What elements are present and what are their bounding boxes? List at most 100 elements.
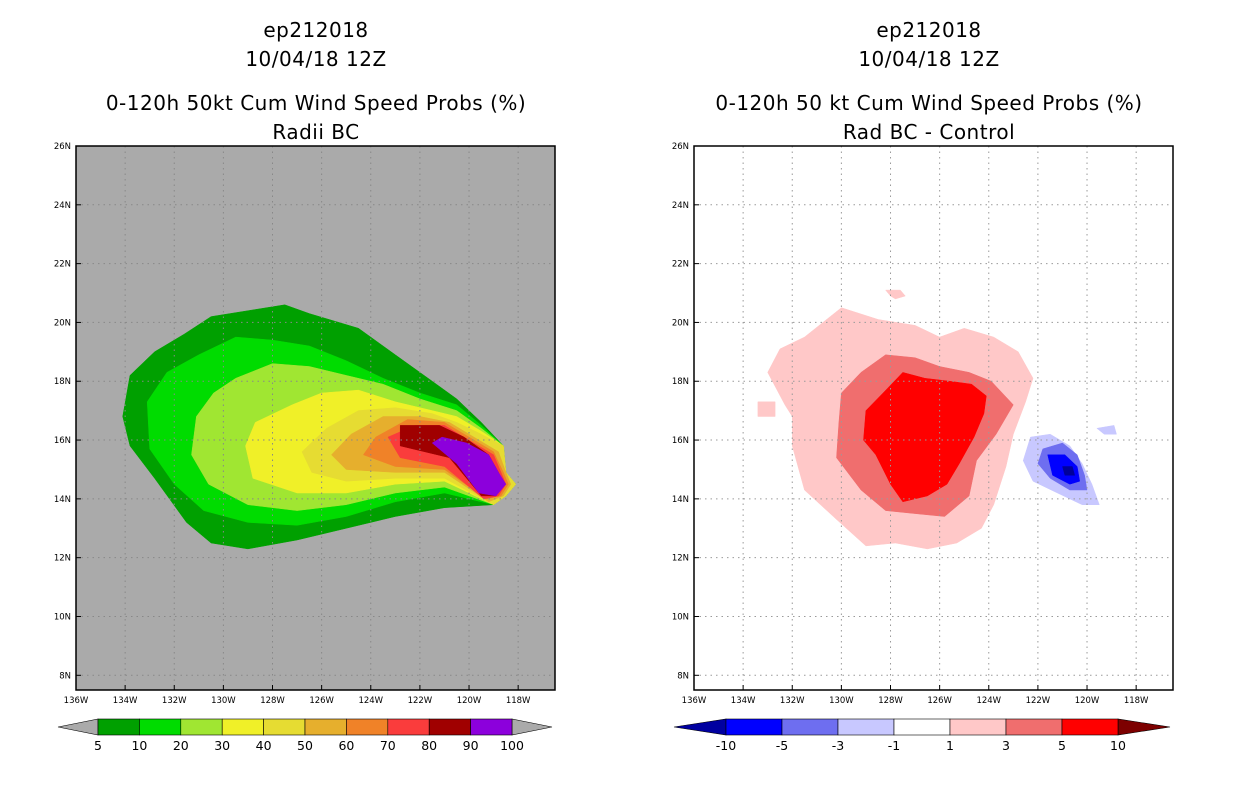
colorbar-label: 100: [500, 738, 524, 753]
y-tick-label: 16N: [672, 436, 689, 446]
x-tick-label: 118W: [506, 696, 531, 706]
y-tick-label: 8N: [677, 671, 689, 681]
colorbar-label: 30: [214, 738, 230, 753]
x-tick-label: 136W: [64, 696, 89, 706]
colorbar-label: 10: [1110, 738, 1126, 753]
y-tick-label: 10N: [54, 612, 71, 622]
colorbar-arrow-right: [1117, 718, 1171, 736]
colorbar-swatch: [428, 718, 471, 736]
colorbar-swatch: [893, 718, 951, 736]
colorbar-swatch: [470, 718, 513, 736]
x-tick-label: 136W: [682, 696, 707, 706]
panel1-map: 136W 134W 132W 130W 128W 126W 124W 122W 120W 118W…: [54, 142, 556, 753]
x-tick-label: 120W: [1075, 696, 1100, 706]
panel2-init-time: 10/04/18 12Z: [858, 47, 1000, 71]
colorbar-swatch: [139, 718, 182, 736]
y-tick-label: 12N: [672, 554, 689, 564]
y-tick-label: 26N: [672, 142, 689, 152]
y-tick-label: 18N: [54, 377, 71, 387]
y-tick-label: 14N: [672, 495, 689, 505]
colorbar-label: 60: [338, 738, 354, 753]
panel2-map: 136W 134W 132W 130W 128W 126W 124W 122W 120W 118W…: [672, 142, 1174, 753]
contour-level-neg10: [1062, 466, 1076, 476]
panel1-storm-id: ep212018: [263, 18, 369, 42]
colorbar: -10 -5 -3 -1 1 3 5 10: [673, 718, 1171, 753]
colorbar-label: -1: [888, 738, 900, 753]
colorbar-swatch: [837, 718, 895, 736]
y-tick-label: 12N: [54, 554, 71, 564]
x-tick-label: 122W: [408, 696, 433, 706]
panel2-chart-title: 0-120h 50 kt Cum Wind Speed Probs (%): [715, 91, 1143, 115]
x-tick-label: 126W: [927, 696, 952, 706]
x-tick-label: 118W: [1124, 696, 1149, 706]
plot-frame: [75, 145, 556, 691]
colorbar-label: 80: [421, 738, 437, 753]
panel2-storm-id: ep212018: [876, 18, 982, 42]
y-tick-label: 24N: [54, 201, 71, 211]
contour-layers: [757, 289, 1117, 550]
plot-frame: [693, 145, 1174, 691]
colorbar-label: 10: [131, 738, 147, 753]
x-tick-label: 122W: [1026, 696, 1051, 706]
colorbar-arrow-left: [673, 718, 727, 736]
colorbar-label: 3: [1002, 738, 1010, 753]
contour-level-1: [757, 401, 776, 417]
colorbar-swatch: [263, 718, 306, 736]
x-tick-label: 124W: [976, 696, 1001, 706]
colorbar-label: 20: [173, 738, 189, 753]
axis-ticks: 136W 134W 132W 130W 128W 126W 124W 122W 120W 118W…: [672, 142, 1149, 706]
colorbar-swatch: [97, 718, 140, 736]
y-tick-label: 16N: [54, 436, 71, 446]
colorbar-swatch: [221, 718, 264, 736]
panel1-title: ep212018 10/04/18 12Z 0-120h 50kt Cum Wi…: [56, 16, 576, 147]
colorbar-swatch: [304, 718, 347, 736]
colorbar-swatch: [180, 718, 223, 736]
x-tick-label: 134W: [731, 696, 756, 706]
x-tick-label: 124W: [358, 696, 383, 706]
panel1-init-time: 10/04/18 12Z: [245, 47, 387, 71]
colorbar-swatch: [781, 718, 839, 736]
colorbar-label: 5: [1058, 738, 1066, 753]
x-tick-label: 132W: [162, 696, 187, 706]
x-tick-label: 132W: [780, 696, 805, 706]
panel1-chart-subtitle: Radii BC: [272, 120, 360, 144]
y-tick-label: 26N: [54, 142, 71, 152]
colorbar-label: -3: [832, 738, 844, 753]
colorbar-swatch: [1005, 718, 1063, 736]
colorbar-label: -10: [716, 738, 736, 753]
y-tick-label: 22N: [54, 260, 71, 270]
colorbar-label: 50: [297, 738, 313, 753]
y-tick-label: 8N: [59, 671, 71, 681]
colorbar-swatch: [387, 718, 430, 736]
x-tick-label: 126W: [309, 696, 334, 706]
colorbar-swatch: [725, 718, 783, 736]
colorbar-label: 90: [463, 738, 479, 753]
colorbar-swatch: [346, 718, 389, 736]
colorbar-label: -5: [776, 738, 788, 753]
colorbar-swatch: [949, 718, 1007, 736]
x-tick-label: 130W: [211, 696, 236, 706]
y-tick-label: 14N: [54, 495, 71, 505]
colorbar-label: 40: [256, 738, 272, 753]
colorbar-arrow-left: [57, 718, 99, 736]
y-tick-label: 20N: [672, 318, 689, 328]
x-tick-label: 120W: [457, 696, 482, 706]
x-tick-label: 134W: [113, 696, 138, 706]
panel2-chart-subtitle: Rad BC - Control: [842, 120, 1016, 144]
contour-level-neg1: [1096, 425, 1117, 435]
colorbar-arrow-right: [511, 718, 553, 736]
x-tick-label: 130W: [829, 696, 854, 706]
y-tick-label: 24N: [672, 201, 689, 211]
y-tick-label: 22N: [672, 260, 689, 270]
colorbar-label: 1: [946, 738, 954, 753]
y-tick-label: 10N: [672, 612, 689, 622]
panel1-chart-title: 0-120h 50kt Cum Wind Speed Probs (%): [105, 91, 527, 115]
y-tick-label: 18N: [672, 377, 689, 387]
contour-level-5: [863, 372, 987, 503]
panel2-title: ep212018 10/04/18 12Z 0-120h 50 kt Cum W…: [666, 16, 1192, 147]
x-tick-label: 128W: [260, 696, 285, 706]
colorbar: 5 10 20 30 40 50 60 70 80 90 100: [57, 718, 553, 753]
y-tick-label: 20N: [54, 318, 71, 328]
colorbar-label: 5: [94, 738, 102, 753]
contour-level-1: [885, 289, 906, 300]
